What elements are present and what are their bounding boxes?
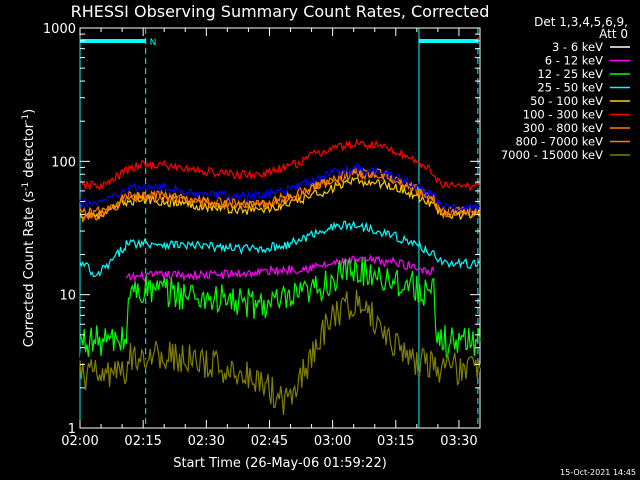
- x-axis-label: Start Time (26-May-06 01:59:22): [173, 456, 387, 471]
- legend-label: 12 - 25 keV: [537, 67, 603, 81]
- chart-title: RHESSI Observing Summary Count Rates, Co…: [71, 2, 490, 21]
- series-line-2: [79, 257, 481, 358]
- legend-label: 800 - 7000 keV: [515, 135, 603, 149]
- y-axis-ticks: 1 10 100 1000: [43, 22, 480, 437]
- x-tick-label: 03:30: [440, 434, 477, 449]
- y-axis-label-sup2: -1: [21, 114, 31, 123]
- legend-label: 300 - 800 keV: [523, 121, 603, 135]
- y-tick-label: 1000: [43, 22, 76, 37]
- x-tick-label: 02:15: [124, 434, 161, 449]
- x-tick-label: 02:45: [251, 434, 288, 449]
- series-line-1: [125, 254, 435, 283]
- legend-label: 7000 - 15000 keV: [501, 148, 603, 162]
- legend-label: 3 - 6 keV: [552, 40, 603, 54]
- series-line-3: [79, 220, 481, 278]
- y-axis-label: Corrected Count Rate (s-1 detector-1): [21, 109, 37, 347]
- legend-label: 100 - 300 keV: [523, 108, 603, 122]
- y-axis-label-sup1: -1: [21, 182, 31, 191]
- data-series: [79, 138, 481, 417]
- series-line-7: [79, 168, 481, 219]
- series-line-5: [79, 138, 481, 192]
- night-flag: N: [150, 38, 157, 48]
- x-tick-label: 03:15: [377, 434, 414, 449]
- y-axis-label-main: Corrected Count Rate (s: [22, 191, 37, 348]
- legend-header-line-2: Att 0: [599, 27, 628, 41]
- x-tick-label: 02:00: [61, 434, 98, 449]
- series-line-4: [79, 176, 481, 221]
- timestamp: 15-Oct-2021 14:45: [560, 468, 636, 477]
- legend-label: 6 - 12 keV: [545, 54, 603, 68]
- y-tick-label: 1: [68, 422, 76, 437]
- y-tick-label: 10: [59, 289, 76, 304]
- series-line-8: [79, 289, 481, 415]
- series-line-9: [79, 162, 481, 214]
- legend-label: 50 - 100 keV: [530, 94, 603, 108]
- x-tick-label: 02:30: [188, 434, 225, 449]
- legend-label: 25 - 50 keV: [537, 81, 603, 95]
- y-axis-label-mid: detector: [22, 122, 37, 182]
- y-tick-label: 100: [51, 155, 76, 170]
- x-tick-label: 03:00: [314, 434, 351, 449]
- y-axis-label-end: ): [22, 109, 37, 114]
- x-axis-ticks: 02:00 02:15 02:30 02:45 03:00 03:15 03:30: [61, 28, 481, 449]
- legend-header-line-1: Det 1,3,4,5,6,9,: [534, 15, 628, 29]
- legend-header: Det 1,3,4,5,6,9, Att 0: [534, 15, 628, 41]
